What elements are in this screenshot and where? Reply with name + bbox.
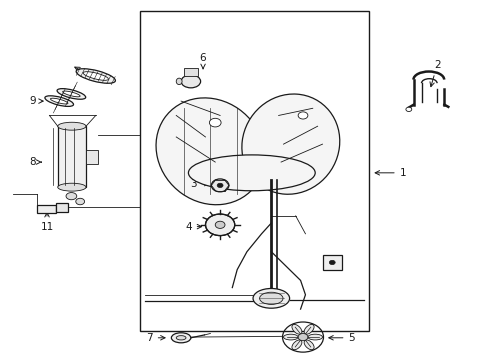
Ellipse shape [58,122,86,130]
Ellipse shape [291,324,301,334]
Ellipse shape [156,98,264,205]
Circle shape [405,107,411,112]
Ellipse shape [252,288,289,308]
Ellipse shape [62,91,80,97]
Text: 8: 8 [29,157,41,167]
Circle shape [217,183,223,188]
Circle shape [298,112,307,119]
Ellipse shape [171,333,190,343]
Text: 9: 9 [29,96,43,106]
Circle shape [215,221,224,228]
Ellipse shape [76,69,115,83]
Text: 2: 2 [429,60,440,87]
Ellipse shape [304,340,313,350]
Ellipse shape [83,72,108,80]
Ellipse shape [181,75,200,88]
Ellipse shape [291,340,301,350]
Ellipse shape [58,183,86,191]
Text: 6: 6 [199,53,206,69]
Circle shape [298,333,307,341]
Bar [37,205,56,213]
Ellipse shape [176,78,182,85]
Ellipse shape [242,94,339,194]
Ellipse shape [283,334,298,340]
Bar [183,68,197,76]
Bar [56,203,68,212]
Text: 7: 7 [146,333,165,343]
Ellipse shape [45,96,73,107]
Ellipse shape [176,336,185,340]
Bar [322,255,341,270]
Text: 11: 11 [41,212,54,231]
Ellipse shape [50,98,68,104]
Ellipse shape [304,324,313,334]
Text: 10: 10 [75,67,97,81]
Ellipse shape [188,155,315,191]
Circle shape [209,118,221,127]
Ellipse shape [57,89,85,99]
Text: 4: 4 [185,222,201,231]
Ellipse shape [66,193,77,200]
Ellipse shape [76,198,84,205]
Text: 1: 1 [374,168,406,178]
Bar [86,149,98,164]
Ellipse shape [307,334,322,340]
Circle shape [205,214,234,235]
Circle shape [211,179,228,192]
Text: 3: 3 [190,179,208,189]
Text: 5: 5 [328,333,354,343]
Bar [140,12,368,330]
Circle shape [329,260,334,265]
Ellipse shape [259,292,283,305]
Bar [58,126,86,187]
